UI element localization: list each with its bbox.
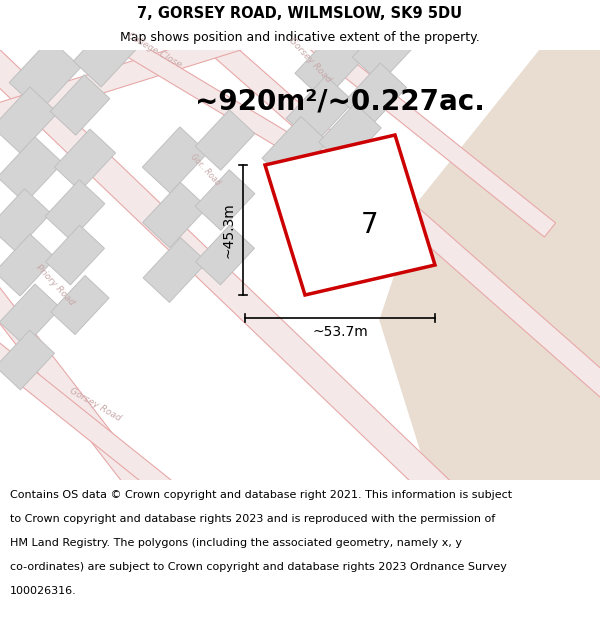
- Text: 100026316.: 100026316.: [10, 586, 77, 596]
- Polygon shape: [46, 225, 104, 285]
- Polygon shape: [45, 180, 105, 240]
- Text: 7: 7: [361, 211, 379, 239]
- Polygon shape: [295, 29, 365, 101]
- Text: Gorsey Road: Gorsey Road: [68, 387, 122, 423]
- Polygon shape: [193, 22, 600, 408]
- Polygon shape: [0, 273, 159, 507]
- Polygon shape: [319, 103, 381, 167]
- Polygon shape: [380, 50, 600, 480]
- Polygon shape: [143, 238, 207, 302]
- Polygon shape: [286, 76, 353, 144]
- Polygon shape: [262, 116, 328, 184]
- Polygon shape: [195, 110, 255, 170]
- Polygon shape: [73, 23, 137, 87]
- Polygon shape: [265, 135, 435, 295]
- Polygon shape: [51, 276, 109, 334]
- Text: 7, GORSEY ROAD, WILMSLOW, SK9 5DU: 7, GORSEY ROAD, WILMSLOW, SK9 5DU: [137, 6, 463, 21]
- Polygon shape: [0, 330, 55, 390]
- Polygon shape: [0, 234, 56, 296]
- Polygon shape: [0, 9, 303, 131]
- Polygon shape: [0, 284, 61, 346]
- Polygon shape: [50, 75, 110, 135]
- Text: ~53.7m: ~53.7m: [312, 325, 368, 339]
- Text: Gor.. Road: Gor.. Road: [188, 152, 222, 188]
- Text: Priory Road: Priory Road: [34, 263, 76, 307]
- Text: Contains OS data © Crown copyright and database right 2021. This information is : Contains OS data © Crown copyright and d…: [10, 490, 512, 500]
- Polygon shape: [0, 189, 51, 251]
- Polygon shape: [9, 39, 81, 111]
- Polygon shape: [295, 23, 556, 237]
- Polygon shape: [343, 63, 407, 127]
- Text: ~45.3m: ~45.3m: [222, 202, 236, 258]
- Polygon shape: [55, 129, 116, 191]
- Polygon shape: [196, 225, 254, 285]
- Text: co-ordinates) are subject to Crown copyright and database rights 2023 Ordnance S: co-ordinates) are subject to Crown copyr…: [10, 562, 507, 572]
- Text: HM Land Registry. The polygons (including the associated geometry, namely x, y: HM Land Registry. The polygons (includin…: [10, 538, 462, 548]
- Polygon shape: [195, 170, 255, 230]
- Text: Gorsey Road: Gorsey Road: [287, 36, 333, 84]
- Polygon shape: [142, 127, 208, 193]
- Text: Map shows position and indicative extent of the property.: Map shows position and indicative extent…: [120, 31, 480, 44]
- Text: ~920m²/~0.227ac.: ~920m²/~0.227ac.: [195, 87, 485, 115]
- Polygon shape: [352, 17, 418, 83]
- Polygon shape: [143, 182, 207, 248]
- Text: College Close: College Close: [127, 31, 184, 69]
- Polygon shape: [0, 40, 460, 510]
- Polygon shape: [0, 87, 58, 153]
- Polygon shape: [95, 22, 355, 188]
- Text: to Crown copyright and database rights 2023 and is reproduced with the permissio: to Crown copyright and database rights 2…: [10, 514, 496, 524]
- Polygon shape: [0, 137, 62, 203]
- Polygon shape: [0, 332, 186, 508]
